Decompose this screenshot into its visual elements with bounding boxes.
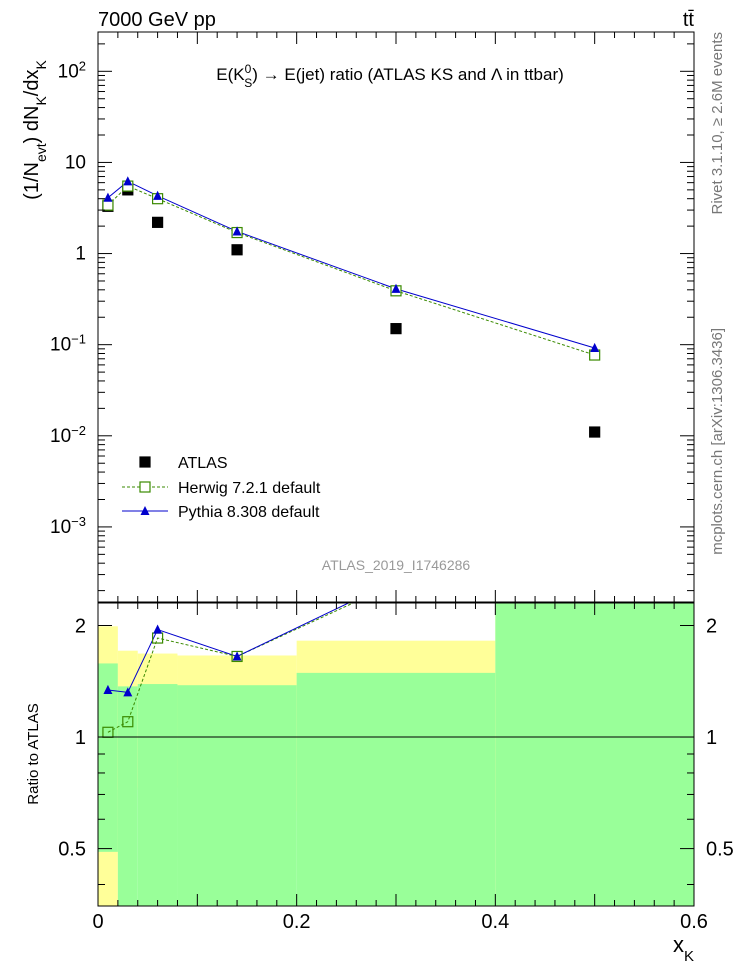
atlas-point <box>589 426 601 438</box>
atlas-point <box>390 323 402 335</box>
x-tick-label: 0.4 <box>481 911 509 933</box>
ratio-band-inner <box>177 685 297 906</box>
pythia-point <box>232 226 242 236</box>
mcplots-label: mcplots.cern.ch [arXiv:1306.3436] <box>709 328 726 555</box>
atlas-point <box>231 244 243 256</box>
main-y-tick-label: 10−3 <box>50 513 86 538</box>
ratio-herwig-point <box>391 578 401 588</box>
ratio-herwig-point <box>122 716 134 728</box>
x-tick-label: 0.2 <box>283 911 311 933</box>
legend: ATLAS Herwig 7.2.1 default Pythia 8.308 de… <box>122 455 321 521</box>
legend-atlas-marker <box>139 456 151 468</box>
ratio-y-tick-label-right: 0.5 <box>706 839 734 861</box>
ratio-y-label: Ratio to ATLAS <box>25 703 42 804</box>
main-axes: 10−3 10−2 10−1 1 10 102 <box>50 31 695 603</box>
pythia-line <box>107 180 595 349</box>
analysis-watermark: ATLAS_2019_I1746286 <box>322 557 471 573</box>
ratio-band-inner <box>98 663 118 852</box>
ratio-y-tick-label-right: 2 <box>706 615 717 637</box>
rivet-label: Rivet 3.1.10, ≥ 2.6M events <box>709 32 726 215</box>
ratio-y-tick-label: 2 <box>75 615 86 637</box>
legend-label-atlas: ATLAS <box>178 455 228 472</box>
pythia-point <box>123 176 133 186</box>
x-axis-label: xK <box>673 932 694 965</box>
herwig-line <box>107 185 595 356</box>
main-title: E(K0 S) → E(jet) ratio (ATLAS KS and Λ in… <box>216 62 564 90</box>
ratio-pythia-point <box>232 651 242 661</box>
ratio-y-tick-label: 1 <box>75 727 86 749</box>
atlas-point <box>152 216 164 228</box>
main-y-tick-label: 10 <box>65 152 86 173</box>
pythia-point <box>391 283 401 293</box>
main-y-tick-label: 10−1 <box>50 331 86 356</box>
pythia-point <box>103 192 113 202</box>
ratio-y-tick-label-right: 1 <box>706 727 717 749</box>
pythia-point <box>590 342 600 353</box>
main-y-tick-label: 1 <box>75 244 86 265</box>
ratio-band-inner <box>495 603 694 906</box>
legend-herwig-marker <box>139 481 151 493</box>
ratio-series <box>102 575 401 738</box>
legend-label-herwig: Herwig 7.2.1 default <box>178 480 321 497</box>
ratio-herwig-line <box>107 603 355 733</box>
ratio-bands <box>98 603 694 906</box>
ratio-pythia-point <box>103 684 113 694</box>
ratio-band-inner <box>296 672 496 906</box>
ratio-axes: 0 0.2 0.4 0.6 0.5 0.5 1 1 2 2 <box>58 602 734 933</box>
x-tick-label: 0 <box>92 911 103 933</box>
main-plot-series <box>102 176 601 438</box>
header-energy: 7000 GeV pp <box>98 9 216 31</box>
ratio-band-inner <box>117 686 138 906</box>
legend-pythia-marker <box>140 505 150 516</box>
x-tick-label: 0.6 <box>680 911 708 933</box>
main-y-tick-label: 102 <box>58 58 86 83</box>
legend-label-pythia: Pythia 8.308 default <box>178 504 320 521</box>
main-y-label: (1/Nevt) dNK/dxK <box>21 60 49 200</box>
ratio-pythia-point <box>123 687 133 697</box>
header-process: tt̄ <box>683 9 695 31</box>
main-y-tick-label: 10−2 <box>50 422 86 447</box>
ratio-y-tick-label: 0.5 <box>58 839 86 861</box>
ratio-band-inner <box>137 684 178 906</box>
ratio-pythia-point <box>153 624 163 634</box>
pythia-point <box>153 190 163 200</box>
ratio-pythia-point <box>392 575 401 584</box>
